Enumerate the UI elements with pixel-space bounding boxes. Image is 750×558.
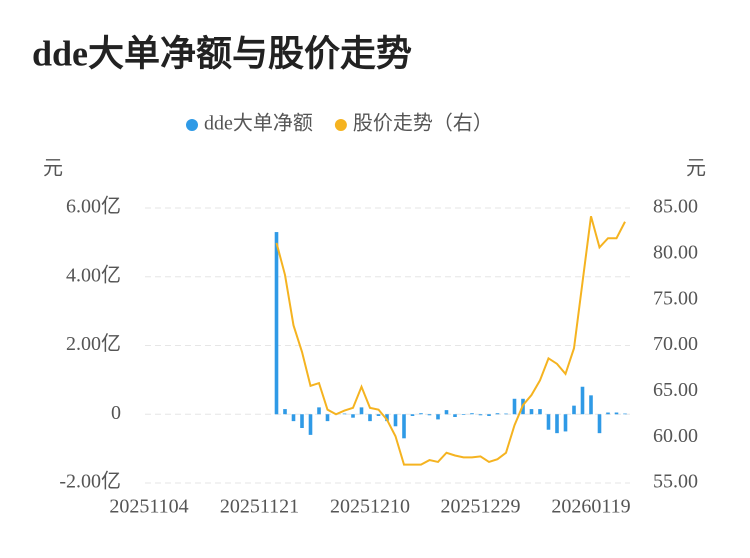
bar	[283, 409, 287, 415]
bar	[504, 413, 508, 415]
bar	[376, 414, 381, 416]
bar	[538, 409, 542, 415]
bar	[487, 414, 491, 416]
bar	[606, 412, 610, 415]
bar	[470, 413, 474, 415]
y-tick-label: -2.00亿	[59, 470, 121, 493]
bar	[563, 414, 568, 432]
bar	[453, 414, 457, 417]
y2-tick-label: 70.00	[653, 333, 698, 355]
x-tick-label: 20251229	[441, 496, 521, 518]
bar	[317, 407, 321, 415]
x-tick-label: 20251121	[220, 496, 299, 518]
price-line	[275, 215, 626, 466]
bar	[351, 414, 355, 418]
chart-title: dde大单净额与股价走势	[32, 33, 412, 73]
x-tick-label: 20251104	[109, 496, 188, 518]
bar	[478, 414, 483, 416]
bar	[555, 414, 559, 434]
bar	[495, 413, 500, 415]
y-tick-label: 0	[111, 402, 121, 424]
y2-tick-label: 65.00	[653, 379, 698, 401]
legend-label: 股价走势（右）	[353, 112, 493, 135]
y-unit: 元	[43, 158, 63, 180]
y2-tick-label: 80.00	[653, 241, 698, 263]
bar	[572, 405, 576, 415]
y2-tick-label: 85.00	[653, 196, 698, 218]
bar	[529, 409, 534, 415]
bar	[342, 413, 347, 415]
bar	[385, 414, 389, 422]
bar	[359, 407, 364, 415]
bar	[427, 414, 432, 416]
bar	[589, 395, 593, 415]
legend-marker	[186, 119, 198, 131]
y2-tick-label: 75.00	[653, 287, 698, 309]
bar	[325, 414, 330, 422]
y-tick-label: 4.00亿	[66, 263, 121, 286]
legend-label: dde大单净额	[204, 112, 313, 135]
y2-tick-label: 55.00	[653, 471, 698, 493]
y2-tick-label: 60.00	[653, 425, 698, 447]
bar	[614, 412, 619, 415]
legend-marker	[334, 119, 347, 131]
bar	[623, 413, 627, 415]
bar	[274, 232, 279, 415]
bar	[419, 413, 423, 415]
x-tick-label: 20251210	[330, 496, 410, 518]
bar	[461, 414, 466, 415]
y-tick-label: 6.00亿	[66, 195, 121, 218]
y-tick-label: 2.00亿	[66, 332, 121, 355]
bar	[512, 398, 517, 415]
bar	[597, 414, 602, 434]
y2-unit: 元	[686, 158, 706, 180]
bar	[546, 414, 551, 430]
bar	[436, 414, 440, 420]
bar	[291, 414, 296, 422]
bar	[580, 386, 585, 415]
bar	[368, 414, 372, 422]
x-tick-label: 20260119	[551, 496, 630, 518]
bar	[402, 414, 406, 439]
bar	[300, 414, 304, 428]
bar	[410, 414, 415, 416]
bar	[308, 414, 313, 435]
bar	[444, 410, 449, 415]
bar	[393, 414, 398, 427]
